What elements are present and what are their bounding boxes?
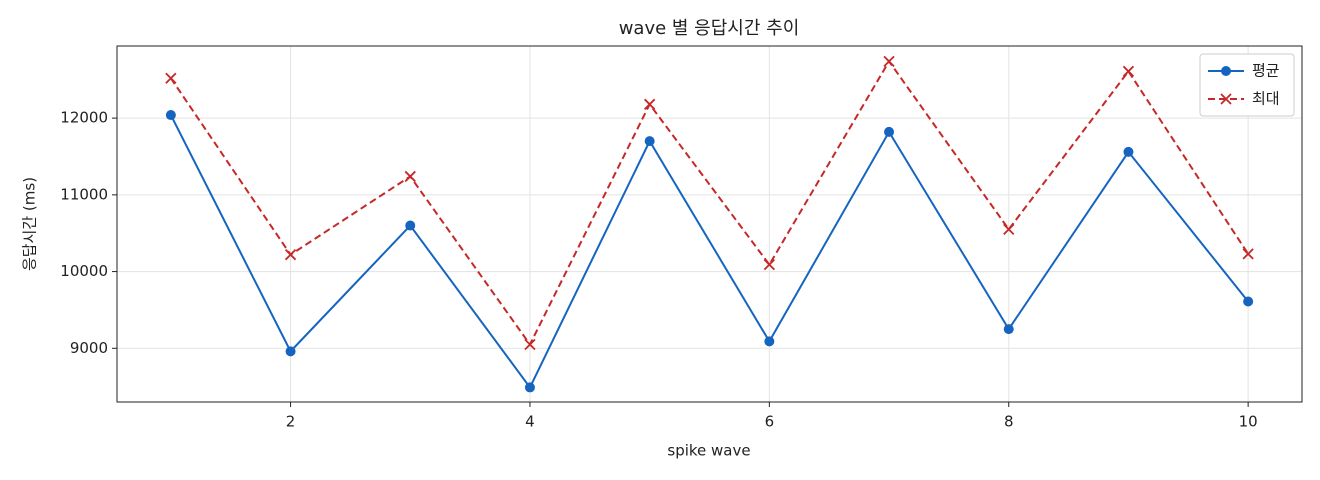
marker <box>165 110 176 121</box>
marker <box>405 220 416 231</box>
marker <box>165 72 177 84</box>
marker <box>644 98 656 110</box>
y-axis-label: 응답시간 (ms) <box>21 177 39 271</box>
marker <box>524 382 535 393</box>
x-tick-label: 8 <box>1004 413 1014 431</box>
y-tick-label: 12000 <box>60 109 108 127</box>
legend-box <box>1199 53 1295 117</box>
marker <box>1220 93 1232 105</box>
marker <box>284 249 297 261</box>
x-tick-label: 4 <box>525 413 535 431</box>
x-tick-label: 10 <box>1239 413 1258 431</box>
legend-label: 최대 <box>1252 90 1280 108</box>
line <box>170 59 1249 347</box>
marker <box>1003 223 1015 236</box>
y-tick-label: 10000 <box>60 262 108 280</box>
marker <box>764 336 775 347</box>
marker <box>524 338 536 351</box>
marker <box>644 136 655 147</box>
marker <box>404 170 416 183</box>
x-tick-label: 2 <box>286 413 296 431</box>
y-tick-label: 11000 <box>60 185 108 203</box>
line <box>169 114 1249 390</box>
marker <box>285 346 296 357</box>
marker <box>883 55 895 67</box>
x-axis-label: spike wave <box>667 442 750 460</box>
marker <box>763 259 775 271</box>
marker <box>1243 296 1254 307</box>
marker <box>884 126 895 137</box>
chart-title: wave 별 응답시간 추이 <box>619 18 800 39</box>
marker <box>1242 248 1254 260</box>
legend-label: 평균 <box>1252 62 1280 80</box>
marker <box>1122 65 1135 77</box>
marker <box>1003 324 1014 335</box>
x-tick-label: 6 <box>765 413 775 431</box>
marker <box>1221 66 1231 76</box>
marker <box>1123 146 1134 157</box>
y-tick-label: 9000 <box>70 339 108 357</box>
plot-frame <box>116 45 1303 403</box>
